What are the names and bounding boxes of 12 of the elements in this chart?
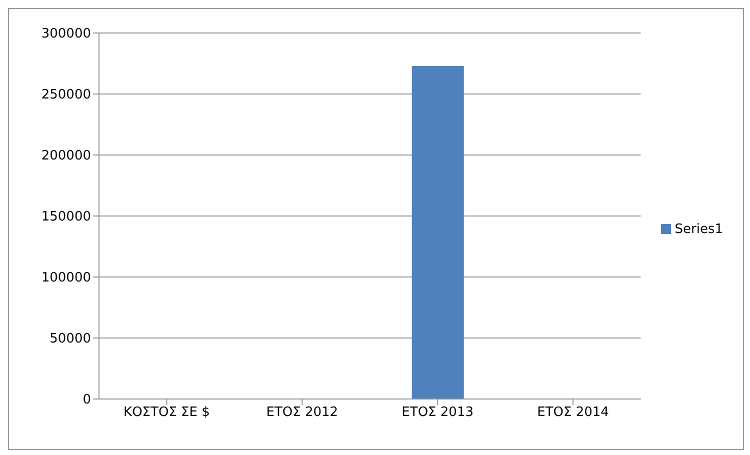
y-tick-label: 150000: [41, 210, 91, 225]
x-tick-label: ΚΟΣΤΟΣ ΣΕ $: [124, 405, 210, 420]
x-tick-label: ΕΤΟΣ 2014: [537, 405, 609, 420]
y-tick-label: 250000: [41, 88, 91, 103]
x-tick-label: ΕΤΟΣ 2013: [402, 405, 474, 420]
y-tick-label: 200000: [41, 148, 91, 164]
y-tick-label: 100000: [41, 270, 91, 286]
y-tick-label: 50000: [50, 332, 91, 347]
y-tick-label: 300000: [41, 26, 91, 42]
y-tick-label: 0: [82, 392, 91, 408]
legend-label: Series1: [674, 222, 723, 236]
x-tick-label: ΕΤΟΣ 2012: [266, 405, 338, 420]
